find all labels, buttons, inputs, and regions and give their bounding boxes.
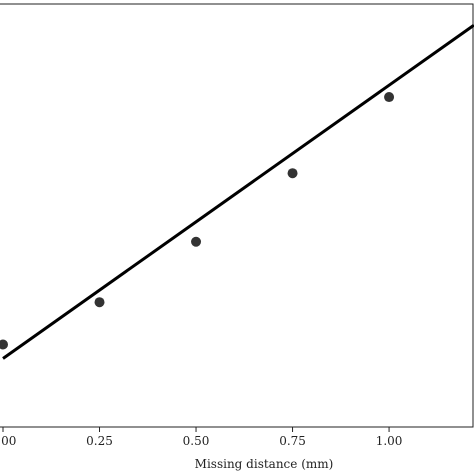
plot-area [0, 3, 474, 428]
plot-frame [0, 3, 474, 428]
fit-line [2, 23, 474, 360]
x-tick-label-2: 0.50 [183, 434, 210, 448]
data-point-0 [0, 339, 8, 350]
x-tick-label-3: 0.75 [279, 434, 306, 448]
x-tick-label-1: 0.25 [86, 434, 113, 448]
data-point-3 [287, 168, 298, 179]
x-tick-label-4: 1.00 [376, 434, 403, 448]
data-point-1 [94, 297, 105, 308]
data-point-4 [384, 92, 395, 103]
x-axis-label: Missing distance (mm) [195, 457, 334, 471]
data-point-2 [191, 236, 202, 247]
chart-marks [0, 23, 474, 360]
x-tick-label-0: 0.00 [0, 434, 16, 448]
x-axis: 0.00 0.25 0.50 0.75 1.00 [0, 427, 402, 448]
